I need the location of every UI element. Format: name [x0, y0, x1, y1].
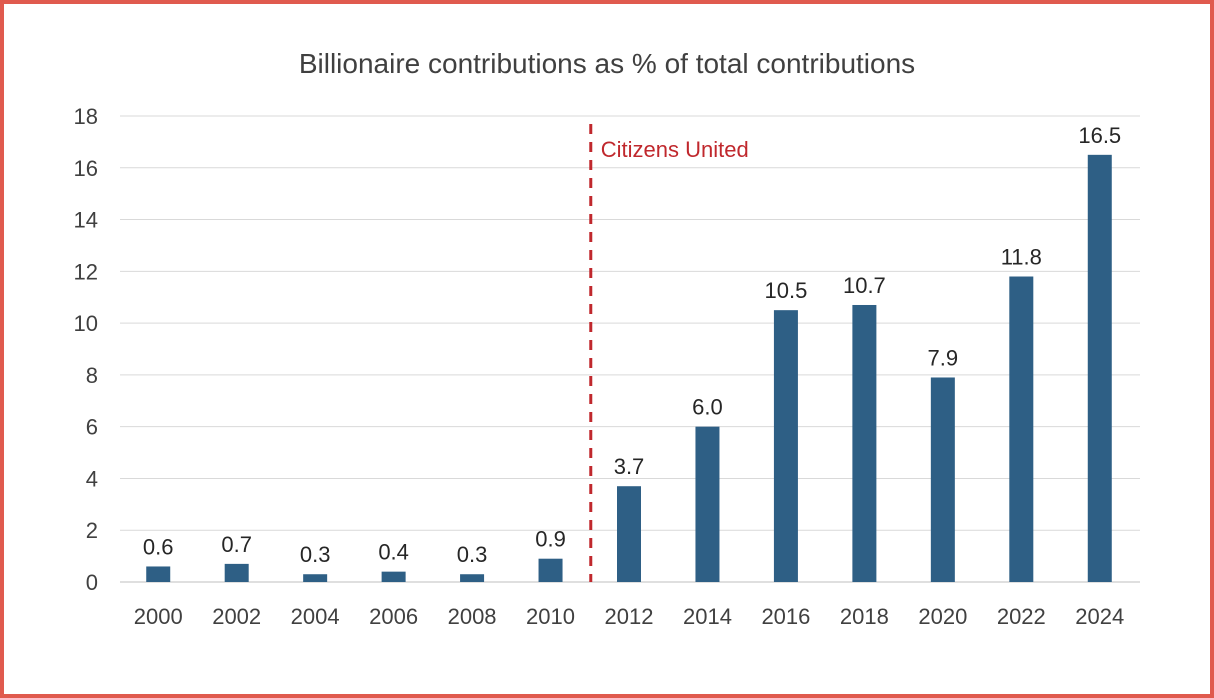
- data-label: 0.9: [535, 527, 566, 552]
- bar: [617, 486, 641, 582]
- data-label: 3.7: [614, 454, 645, 479]
- y-axis: 0 2 4 6 8 10 12 14 16 18: [74, 104, 98, 595]
- x-tick-label: 2018: [840, 604, 889, 629]
- y-tick-label: 6: [86, 415, 98, 440]
- x-tick-label: 2014: [683, 604, 732, 629]
- x-tick-label: 2010: [526, 604, 575, 629]
- y-tick-label: 16: [74, 156, 98, 181]
- bar: [1087, 154, 1112, 583]
- x-tick-label: 2004: [291, 604, 340, 629]
- bar: [1009, 276, 1034, 582]
- y-tick-label: 14: [74, 208, 98, 233]
- y-tick-label: 2: [86, 518, 98, 543]
- x-tick-label: 2006: [369, 604, 418, 629]
- y-tick-label: 18: [74, 104, 98, 129]
- data-label: 6.0: [692, 395, 723, 420]
- data-label: 7.9: [928, 345, 959, 370]
- data-labels: 0.6 0.7 0.3 0.4 0.3 0.9 3.7 6.0 10.5 10.7 7.9 11.8 1…: [143, 123, 1121, 567]
- x-tick-label: 2012: [605, 604, 654, 629]
- x-axis: 2000 2002 2004 2006 2008 2010 2012 2014 2016 2018…: [134, 604, 1124, 629]
- bar: [303, 574, 328, 582]
- bar: [460, 574, 485, 582]
- y-tick-label: 4: [86, 466, 98, 491]
- bar: [930, 377, 955, 582]
- x-tick-label: 2008: [448, 604, 497, 629]
- bar: [224, 563, 249, 582]
- bar: [773, 310, 798, 582]
- bar: [695, 426, 720, 582]
- x-tick-label: 2020: [918, 604, 967, 629]
- data-label: 10.5: [765, 278, 808, 303]
- data-label: 0.3: [457, 542, 488, 567]
- citizens-united-label: Citizens United: [601, 137, 749, 162]
- data-label: 16.5: [1078, 123, 1121, 148]
- data-label: 0.4: [378, 540, 409, 565]
- y-tick-label: 8: [86, 363, 98, 388]
- y-tick-label: 12: [74, 259, 98, 284]
- annotations: Citizens United: [589, 124, 749, 582]
- gridlines: [120, 115, 1140, 583]
- bar: [852, 304, 877, 582]
- y-tick-label: 10: [74, 311, 98, 336]
- data-label: 0.6: [143, 534, 174, 559]
- data-label: 0.3: [300, 542, 331, 567]
- x-tick-label: 2022: [997, 604, 1046, 629]
- bars: [146, 154, 1112, 583]
- bar: [381, 571, 406, 582]
- x-tick-label: 2002: [212, 604, 261, 629]
- bar: [538, 558, 563, 582]
- data-label: 0.7: [221, 532, 252, 557]
- x-tick-label: 2000: [134, 604, 183, 629]
- data-label: 10.7: [843, 273, 886, 298]
- x-tick-label: 2024: [1075, 604, 1124, 629]
- data-label: 11.8: [1001, 245, 1042, 270]
- chart-title: Billionaire contributions as % of total …: [298, 48, 916, 79]
- bar: [146, 566, 171, 582]
- y-tick-label: 0: [86, 570, 98, 595]
- x-tick-label: 2016: [761, 604, 810, 629]
